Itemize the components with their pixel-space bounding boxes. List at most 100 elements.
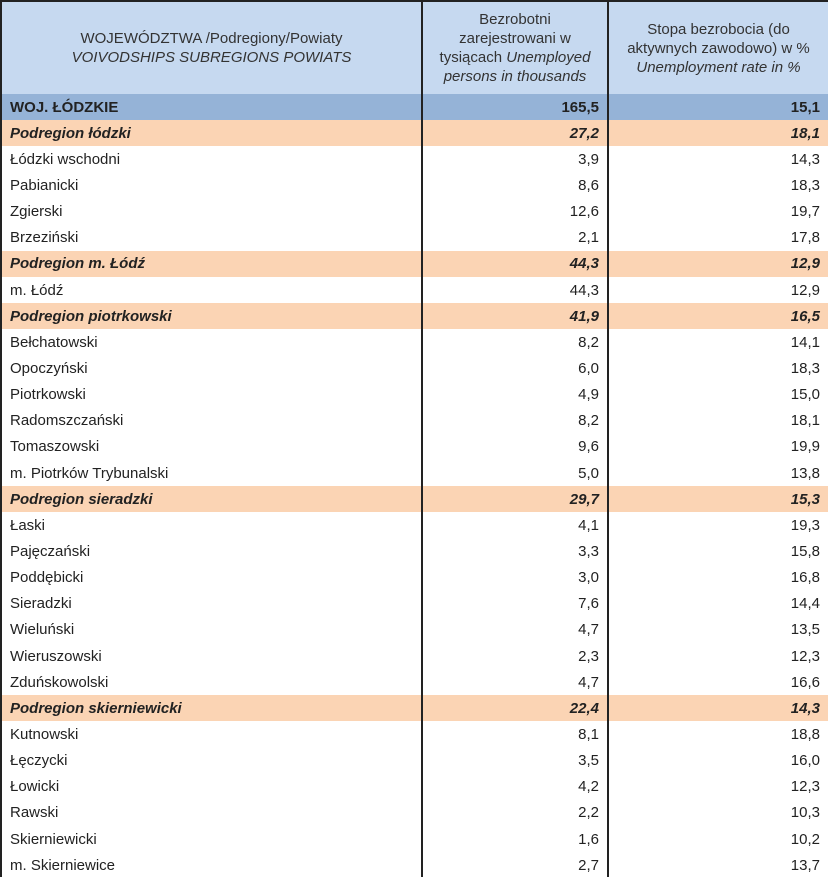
- region-name-cell: Rawski: [0, 799, 423, 826]
- rate-cell: 16,5: [607, 303, 828, 330]
- header-region: WOJEWÓDZTWA /Podregiony/Powiaty VOIVODSH…: [0, 0, 423, 94]
- region-name-cell: Radomszczański: [0, 407, 423, 434]
- region-name-cell: Podregion sieradzki: [0, 486, 423, 513]
- unemployed-cell: 2,2: [421, 799, 609, 826]
- unemployed-cell: 4,7: [421, 616, 609, 643]
- region-name-cell: Łęczycki: [0, 747, 423, 774]
- unemployed-cell: 3,9: [421, 146, 609, 173]
- subregion-row: Podregion m. Łódź 44,3 12,9: [0, 250, 828, 277]
- table-row: Brzeziński 2,1 17,8: [0, 224, 828, 251]
- voivodship-row: WOJ. ŁÓDZKIE 165,5 15,1: [0, 94, 828, 121]
- unemployed-cell: 7,6: [421, 590, 609, 617]
- unemployed-cell: 165,5: [421, 94, 609, 121]
- table-row: Rawski 2,2 10,3: [0, 799, 828, 826]
- region-name-cell: Brzeziński: [0, 224, 423, 251]
- region-name-cell: WOJ. ŁÓDZKIE: [0, 94, 423, 121]
- unemployed-cell: 5,0: [421, 459, 609, 487]
- region-name-cell: Poddębicki: [0, 564, 423, 591]
- table-row: Łódzki wschodni 3,9 14,3: [0, 146, 828, 173]
- table-row: Sieradzki 7,6 14,4: [0, 590, 828, 617]
- table-row: m. Piotrków Trybunalski 5,0 13,8: [0, 459, 828, 487]
- rate-cell: 18,1: [607, 407, 828, 434]
- unemployed-cell: 8,6: [421, 172, 609, 199]
- region-name-cell: Podregion łódzki: [0, 120, 423, 147]
- table-row: Zduńskowolski 4,7 16,6: [0, 669, 828, 696]
- unemployed-cell: 8,2: [421, 407, 609, 434]
- region-name-cell: Podregion m. Łódź: [0, 250, 423, 277]
- rate-cell: 19,7: [607, 198, 828, 225]
- table-row: Opoczyński 6,0 18,3: [0, 355, 828, 382]
- table-row: m. Łódź 44,3 12,9: [0, 276, 828, 304]
- table-row: Radomszczański 8,2 18,1: [0, 407, 828, 434]
- region-name-cell: Łódzki wschodni: [0, 146, 423, 173]
- rate-cell: 12,3: [607, 773, 828, 800]
- rate-cell: 13,8: [607, 459, 828, 487]
- rate-cell: 18,8: [607, 721, 828, 748]
- region-name-cell: Podregion skierniewicki: [0, 695, 423, 722]
- rate-cell: 15,0: [607, 381, 828, 408]
- table-row: Kutnowski 8,1 18,8: [0, 721, 828, 748]
- rate-cell: 15,8: [607, 538, 828, 565]
- header-unemployed-pl: Bezrobotni zarejestrowani w tysiącach: [439, 11, 571, 66]
- region-name-cell: Zduńskowolski: [0, 669, 423, 696]
- rate-cell: 14,3: [607, 146, 828, 173]
- subregion-row: Podregion piotrkowski 41,9 16,5: [0, 303, 828, 330]
- region-name-cell: Podregion piotrkowski: [0, 303, 423, 330]
- rate-cell: 10,2: [607, 825, 828, 853]
- rate-cell: 12,9: [607, 276, 828, 304]
- table-row: Wieluński 4,7 13,5: [0, 616, 828, 643]
- unemployed-cell: 12,6: [421, 198, 609, 225]
- unemployed-cell: 4,9: [421, 381, 609, 408]
- table-header: WOJEWÓDZTWA /Podregiony/Powiaty VOIVODSH…: [0, 0, 828, 94]
- unemployed-cell: 41,9: [421, 303, 609, 330]
- region-name-cell: Tomaszowski: [0, 433, 423, 460]
- unemployed-cell: 29,7: [421, 486, 609, 513]
- rate-cell: 19,3: [607, 512, 828, 539]
- header-rate: Stopa bezrobocia (do aktywnych zawodowo)…: [607, 0, 828, 94]
- rate-cell: 10,3: [607, 799, 828, 826]
- table-row: Bełchatowski 8,2 14,1: [0, 329, 828, 356]
- unemployed-cell: 27,2: [421, 120, 609, 147]
- rate-cell: 17,8: [607, 224, 828, 251]
- region-name-cell: Pajęczański: [0, 538, 423, 565]
- table-row: Pajęczański 3,3 15,8: [0, 538, 828, 565]
- rate-cell: 13,7: [607, 852, 828, 877]
- rate-cell: 16,6: [607, 669, 828, 696]
- region-name-cell: m. Łódź: [0, 276, 423, 304]
- rate-cell: 18,3: [607, 172, 828, 199]
- table-row: Wieruszowski 2,3 12,3: [0, 642, 828, 670]
- header-rate-pl: Stopa bezrobocia (do aktywnych zawodowo)…: [627, 20, 810, 57]
- unemployed-cell: 4,7: [421, 669, 609, 696]
- unemployed-cell: 3,0: [421, 564, 609, 591]
- unemployed-cell: 4,2: [421, 773, 609, 800]
- unemployed-cell: 44,3: [421, 250, 609, 277]
- rate-cell: 18,1: [607, 120, 828, 147]
- unemployed-cell: 9,6: [421, 433, 609, 460]
- region-name-cell: m. Piotrków Trybunalski: [0, 459, 423, 487]
- unemployed-cell: 2,7: [421, 852, 609, 877]
- region-name-cell: Wieruszowski: [0, 642, 423, 670]
- region-name-cell: Skierniewicki: [0, 825, 423, 853]
- rate-cell: 13,5: [607, 616, 828, 643]
- unemployed-cell: 2,1: [421, 224, 609, 251]
- table-row: Zgierski 12,6 19,7: [0, 198, 828, 225]
- region-name-cell: Bełchatowski: [0, 329, 423, 356]
- region-name-cell: Opoczyński: [0, 355, 423, 382]
- table-row: Tomaszowski 9,6 19,9: [0, 433, 828, 460]
- region-name-cell: Kutnowski: [0, 721, 423, 748]
- rate-cell: 12,3: [607, 642, 828, 670]
- rate-cell: 12,9: [607, 250, 828, 277]
- unemployed-cell: 44,3: [421, 276, 609, 304]
- header-unemployed-en: Unemployed persons in thousands: [443, 49, 591, 85]
- table-row: Poddębicki 3,0 16,8: [0, 564, 828, 591]
- unemployed-cell: 8,2: [421, 329, 609, 356]
- unemployed-cell: 2,3: [421, 642, 609, 670]
- region-name-cell: Pabianicki: [0, 172, 423, 199]
- subregion-row: Podregion łódzki 27,2 18,1: [0, 120, 828, 147]
- rate-cell: 19,9: [607, 433, 828, 460]
- rate-cell: 14,1: [607, 329, 828, 356]
- table-row: Łaski 4,1 19,3: [0, 512, 828, 539]
- rate-cell: 14,4: [607, 590, 828, 617]
